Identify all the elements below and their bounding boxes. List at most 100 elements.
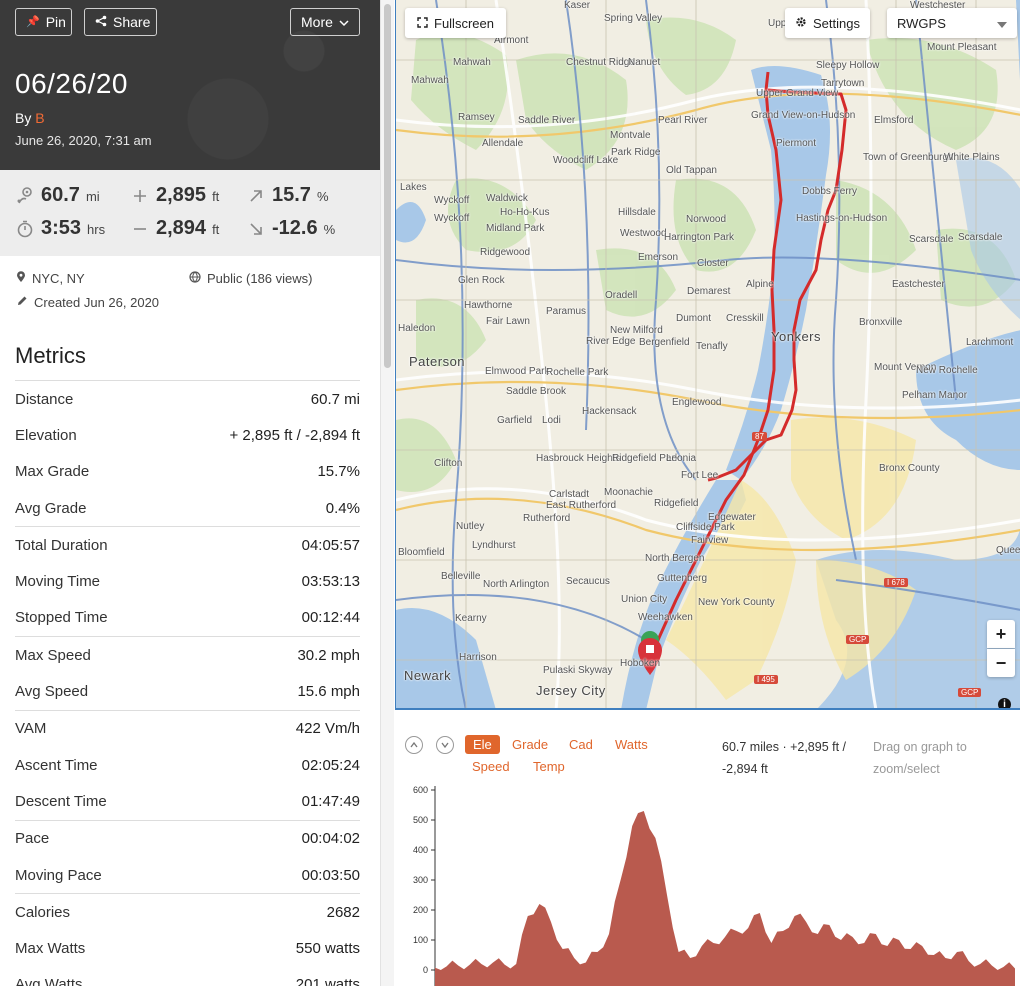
map-place-label: Union City xyxy=(621,594,668,605)
map-place-label: Alpine xyxy=(746,279,774,290)
map-place-label: Harrison xyxy=(459,652,497,663)
map-place-label: Bergenfield xyxy=(639,337,690,348)
map-layer-select[interactable]: RWGPS xyxy=(887,8,1017,38)
elevation-panel: Ele Grade Cad Watts Speed Temp 60.7 mile… xyxy=(395,712,1020,986)
more-button[interactable]: More xyxy=(290,8,360,36)
y-tick-label: 100 xyxy=(413,935,428,945)
map-place-label: Rutherford xyxy=(523,513,571,524)
y-tick-label: 500 xyxy=(413,815,428,825)
map-place-label: Pelham Manor xyxy=(902,390,968,401)
fullscreen-button[interactable]: Fullscreen xyxy=(405,8,506,38)
elevation-summary: 60.7 miles · +2,895 ft / -2,894 ft xyxy=(722,740,847,776)
roads-interstate xyxy=(396,0,1020,708)
metric-row: Stopped Time 00:12:44 xyxy=(15,600,360,636)
map-place-label: Town of Greenburgh xyxy=(863,152,954,163)
map-place-label: Emerson xyxy=(638,252,679,263)
location-text: NYC, NY xyxy=(32,271,85,286)
elevation-chart[interactable]: 0 100 200 300 400 500 600 xyxy=(395,782,1020,986)
map-place-label: River Edge xyxy=(586,336,636,347)
metric-label: Max Speed xyxy=(15,646,91,664)
chevron-down-icon[interactable] xyxy=(436,736,454,754)
map-settings-button[interactable]: Settings xyxy=(785,8,870,38)
map-place-label: Mount Pleasant xyxy=(927,42,997,53)
tab-cad[interactable]: Cad xyxy=(569,737,593,752)
map-place-label: Norwood xyxy=(686,214,727,225)
map-place-label: Old Tappan xyxy=(666,165,717,176)
metric-row: Moving Pace 00:03:50 xyxy=(15,857,360,893)
metric-label: Ascent Time xyxy=(15,756,98,774)
map-place-label: Wyckoff xyxy=(434,213,470,224)
map-place-label: Tenafly xyxy=(696,341,728,352)
map-place-label: Ho-Ho-Kus xyxy=(500,207,550,218)
tab-temp[interactable]: Temp xyxy=(533,759,565,774)
map-place-label: North Bergen xyxy=(645,553,705,564)
metric-label: Moving Pace xyxy=(15,866,102,884)
map-place-label: Cresskill xyxy=(726,313,764,324)
map-place-label: Scarsdale xyxy=(958,232,1003,243)
chevron-up-icon[interactable] xyxy=(405,736,423,754)
map-place-label: Tarrytown xyxy=(821,78,865,89)
share-button[interactable]: Share xyxy=(84,8,157,36)
metric-label: Avg Speed xyxy=(15,683,89,701)
map-place-label: Jersey City xyxy=(536,683,606,698)
map-place-label: Dumont xyxy=(676,313,712,324)
map-place-label: Demarest xyxy=(687,286,731,297)
stat-duration: 3:53 hrs xyxy=(15,217,105,240)
metric-row: Avg Grade 0.4% xyxy=(15,490,360,526)
tab-grade[interactable]: Grade xyxy=(512,737,549,752)
map-place-label: Westwood xyxy=(620,228,667,239)
map-place-label: Bronxville xyxy=(859,317,903,328)
map-place-label: Hasbrouck Heights xyxy=(536,453,621,464)
map-place-label: Edgewater xyxy=(708,512,756,523)
metric-row: Calories 2682 xyxy=(15,894,360,930)
metric-value: 00:12:44 xyxy=(301,609,360,627)
metric-value: + 2,895 ft / -2,894 ft xyxy=(229,426,360,444)
metrics-heading: Metrics xyxy=(15,343,86,368)
metric-value: 15.6 mph xyxy=(297,683,360,701)
y-tick-label: 300 xyxy=(413,875,428,885)
map-place-label: Hillsdale xyxy=(618,207,656,218)
tab-ele[interactable]: Ele xyxy=(465,735,500,754)
map-place-label: Ramsey xyxy=(458,112,495,123)
metric-label: Distance xyxy=(15,390,74,408)
zoom-out-button[interactable]: − xyxy=(987,649,1015,677)
gear-icon xyxy=(795,16,807,31)
metric-row: Max Speed 30.2 mph xyxy=(15,637,360,673)
map-place-label: Queens xyxy=(996,545,1020,556)
map-place-label: Hoboken xyxy=(620,658,661,669)
map-place-label: Newark xyxy=(404,668,452,683)
metric-row: Moving Time 03:53:13 xyxy=(15,563,360,599)
tab-speed[interactable]: Speed xyxy=(472,759,510,774)
visibility-info: Public (186 views) xyxy=(189,271,313,286)
map-place-label: Fairview xyxy=(691,535,729,546)
map-place-label: Midland Park xyxy=(486,223,545,234)
stat-min-grade-value: -12.6 xyxy=(272,217,318,239)
route-icon xyxy=(15,186,35,206)
map-place-label: Mahwah xyxy=(411,75,449,86)
sidebar-scrollbar[interactable] xyxy=(380,0,394,986)
map-place-label: Carlstadt xyxy=(549,489,590,500)
pencil-icon xyxy=(16,295,28,310)
share-icon xyxy=(95,8,107,36)
map-place-label: Airmont xyxy=(494,35,529,46)
map-place-label: Moonachie xyxy=(604,487,653,498)
fullscreen-label: Fullscreen xyxy=(434,15,494,31)
pin-button[interactable]: 📌 Pin xyxy=(15,8,72,36)
roads-minor xyxy=(396,0,1020,708)
metric-row: Elevation + 2,895 ft / -2,894 ft xyxy=(15,417,360,453)
zoom-in-button[interactable]: + xyxy=(987,620,1015,648)
info-icon[interactable]: i xyxy=(998,698,1011,708)
route-map[interactable]: Kaser Spring Valley Westchester Airmont Ches… xyxy=(395,0,1020,710)
metric-label: Elevation xyxy=(15,426,77,444)
map-place-label: Englewood xyxy=(672,397,722,408)
map-place-label: Eastchester xyxy=(892,279,945,290)
metric-row: Descent Time 01:47:49 xyxy=(15,783,360,819)
activity-sidebar: 📌 Pin Share More 06/26/20 By B June 26, … xyxy=(0,0,380,986)
created-text: Created Jun 26, 2020 xyxy=(34,295,160,310)
stat-loss-unit: ft xyxy=(212,222,220,237)
stat-gain: 2,895 ft xyxy=(130,184,219,207)
highway-shield: GCP xyxy=(846,635,870,644)
author-link[interactable]: B xyxy=(35,110,45,126)
tab-watts[interactable]: Watts xyxy=(615,737,648,752)
scrollbar-thumb[interactable] xyxy=(384,4,391,368)
